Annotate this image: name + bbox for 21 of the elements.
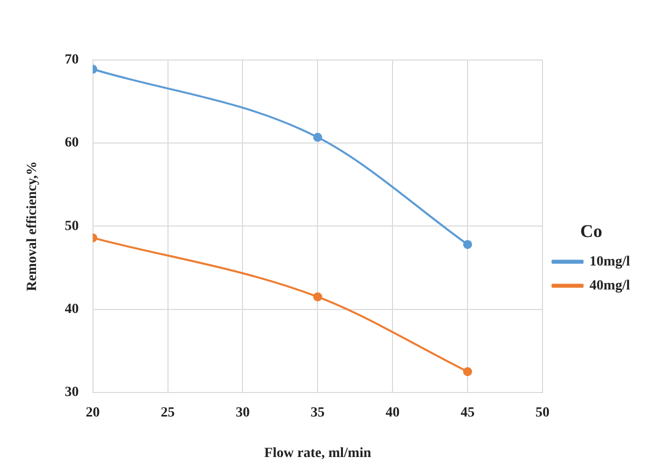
x-tick-label: 50 [536,405,550,420]
point [463,240,472,249]
point [313,292,322,302]
legend-label: 40mg/l [590,278,630,294]
x-axis-title: Flow rate, ml/min [264,446,372,462]
legend-title: Co [580,220,602,241]
y-tick-label: 60 [64,136,79,151]
x-tick-label: 35 [310,405,325,420]
x-tick-label: 25 [160,405,175,420]
y-tick-label: 50 [64,218,79,234]
x-tick-label: 30 [236,405,250,420]
y-tick-label: 70 [64,52,79,68]
x-tick-label: 40 [386,405,400,420]
y-tick-label: 40 [64,302,79,317]
x-tick-label: 20 [86,405,100,420]
point [463,367,472,376]
y-tick-label: 30 [64,385,79,400]
y-axis-title: Removal efficiency,% [25,161,40,292]
legend-label: 10mg/l [590,254,630,270]
x-tick-label: 45 [460,405,475,420]
point [313,132,322,142]
